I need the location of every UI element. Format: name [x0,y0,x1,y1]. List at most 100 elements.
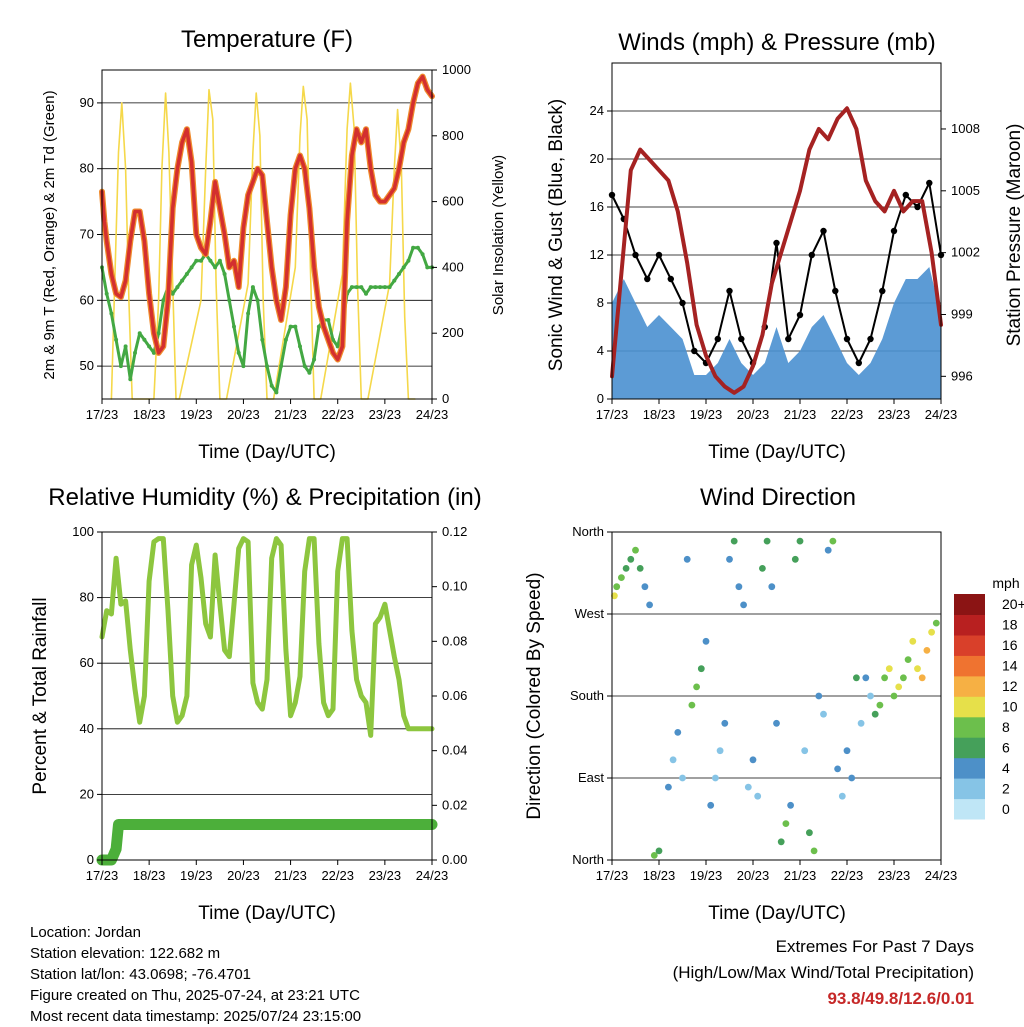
direction-point [885,665,893,673]
direction-point [636,565,644,572]
colorbar-swatch [954,634,985,656]
dewpoint-point [184,272,189,276]
colorbar-swatch [954,778,985,800]
direction-point [763,537,771,545]
gust-point [691,347,698,355]
y-axis-label-right: Station Pressure (Maroon) [1004,124,1024,347]
dewpoint-point [208,258,213,263]
t2m-line [100,74,434,362]
x-tick-label: 24/23 [416,407,449,422]
dewpoint-point [378,285,383,290]
dewpoint-point [114,337,119,342]
y-tick-label: 100 [72,524,94,539]
dewpoint-point [128,377,133,382]
direction-point [820,710,827,718]
y-tick-label: 20 [80,786,94,801]
temperature-series [99,73,435,400]
x-tick-label: 21/23 [274,868,307,883]
x-tick-label: 20/23 [737,407,770,422]
direction-point [853,674,860,682]
dewpoint-point [217,258,222,263]
dewpoint-point [293,324,298,329]
direction-point [801,747,809,755]
y-tick-label-right: 1008 [951,121,980,136]
x-tick-label: 22/23 [831,868,864,883]
y-tick-label: 4 [597,343,604,358]
y-tick-label-right: 1005 [951,183,980,198]
direction-point [646,601,653,609]
dewpoint-point [170,291,175,296]
direction-point [838,792,846,800]
speed-colorbar: mph 0 2 4 6 8 10 12 14 16 18 20+ [954,575,1024,820]
y-tick-label: 40 [80,721,94,736]
y-axis-label: 2m & 9m T (Red, Orange) & 2m Td (Green) [41,90,58,379]
x-tick-label: 22/23 [831,407,864,422]
dewpoint-point [298,344,302,349]
chart-title: Relative Humidity (%) & Precipitation (i… [48,484,481,511]
dewpoint-point [425,265,430,270]
y-tick-label-right: 1000 [442,62,471,77]
x-tick-label: 18/23 [643,407,676,422]
wind-area [612,267,941,399]
station-latlon: Station lat/lon: 43.0698; -76.4701 [30,966,252,983]
rh-line [99,536,435,738]
colorbar-label: 6 [1002,739,1010,755]
y-tick-label-right: 999 [951,306,973,321]
gust-point [726,287,733,295]
y-tick-label: North [572,524,604,539]
x-tick-label: 24/23 [925,407,958,422]
direction-point [613,583,621,591]
extremes-box: Extremes For Past 7 Days (High/Low/Max W… [673,934,974,1012]
direction-point [871,710,879,718]
dewpoint-point [397,272,401,276]
x-tick-label: 17/23 [86,868,119,883]
dewpoint-point [142,337,147,342]
direction-point [918,674,926,682]
x-tick-label: 20/23 [227,407,260,422]
dewpoint-point [307,370,312,375]
gust-point [879,287,886,295]
direction-point [834,765,841,773]
direction-point [716,747,724,755]
dewpoint-point [222,272,227,276]
x-tick-label: 20/23 [737,868,770,883]
x-tick-label: 17/23 [596,407,629,422]
gust-point [808,251,815,259]
y-tick-label-right: 1002 [951,245,980,260]
direction-point [876,701,884,709]
direction-point [928,628,935,636]
direction-point [777,838,785,846]
y-axis-label: Sonic Wind & Gust (Blue, Black) [546,99,567,371]
humidity-series [96,536,438,866]
direction-point [909,637,917,645]
dewpoint-point [406,258,411,263]
gust-point [926,179,933,187]
colorbar-label: 2 [1002,780,1010,796]
dewpoint-point [180,278,185,283]
dewpoint-point [194,258,199,263]
y-tick-label: 90 [80,95,94,110]
dewpoint-point [137,331,142,336]
y-axis-label-right: Solar Insolation (Yellow) [490,155,507,315]
dewpoint-point [382,285,387,290]
x-tick-label: 23/23 [369,868,402,883]
direction-point [707,801,715,809]
station-info: Location: Jordan Station elevation: 122.… [30,922,361,1027]
direction-point [843,747,851,755]
direction-point [857,719,865,727]
station-location: Location: Jordan [30,924,141,941]
y-tick-label: 80 [80,161,94,176]
humidity-panel: Relative Humidity (%) & Precipitation (i… [30,484,482,924]
y-tick-label: 60 [80,655,94,670]
extremes-title: Extremes For Past 7 Days [775,937,974,956]
direction-point [611,592,618,600]
y-tick-label-right: 200 [442,325,464,340]
direction-point [730,537,738,545]
y-tick-label: South [570,688,604,703]
dewpoint-point [147,344,152,349]
x-tick-label: 21/23 [784,407,817,422]
x-tick-label: 20/23 [227,868,260,883]
y-tick-label-right: 0 [442,391,449,406]
direction-point [697,665,705,673]
direction-point [683,555,691,563]
